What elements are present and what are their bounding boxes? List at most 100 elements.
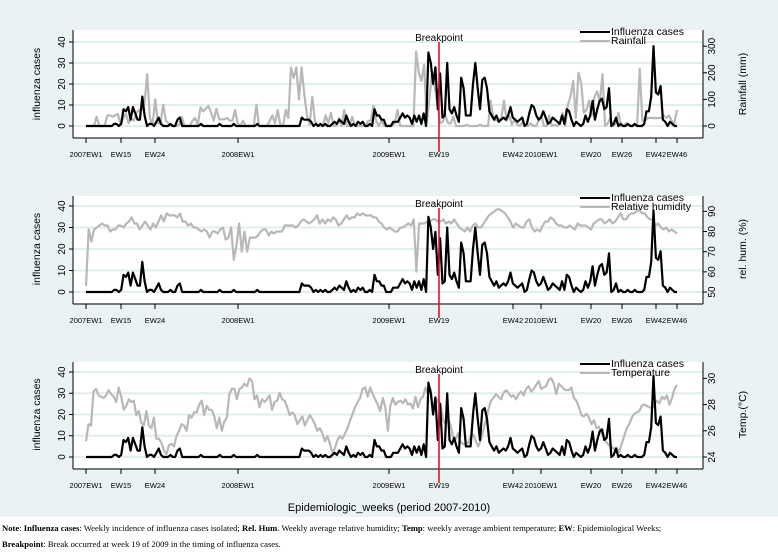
right-axis-title: Rainfall (mm) — [737, 53, 749, 115]
x-tick-label: EW42 — [503, 316, 523, 325]
left-axis-title: influenza cases — [31, 378, 43, 450]
breakpoint-label: Breakpoint — [415, 365, 463, 376]
x-tick-label: EW42 — [646, 316, 666, 325]
note-def-temp: : weekly average ambient temperature; — [422, 523, 559, 533]
legend-label-influenza: Influenza cases — [611, 358, 684, 370]
left-ytick-label: 0 — [57, 123, 68, 129]
left-axis-title: influenza cases — [31, 213, 43, 285]
left-ytick-label: 0 — [57, 454, 68, 460]
left-ytick-label: 10 — [57, 430, 68, 442]
right-ytick-label: 30 — [707, 372, 718, 384]
legend-label-influenza: Influenza cases — [611, 26, 684, 38]
left-axis-title: influenza cases — [31, 48, 43, 120]
x-tick-label: EW26 — [612, 316, 632, 325]
note-term-breakpoint: Breakpoint — [2, 539, 44, 549]
left-ytick-label: 40 — [57, 200, 68, 212]
x-tick-label: EW20 — [581, 150, 601, 159]
left-ytick-label: 30 — [57, 57, 68, 69]
right-ytick-label: 26 — [707, 425, 718, 437]
right-ytick-label: 200 — [707, 64, 718, 81]
x-tick-label: EW15 — [111, 481, 131, 490]
x-tick-label: EW46 — [667, 481, 687, 490]
right-ytick-label: 300 — [707, 37, 718, 54]
left-ytick-label: 20 — [57, 78, 68, 90]
note-term-influenza: Influenza cases — [23, 523, 80, 533]
left-ytick-label: 20 — [57, 243, 68, 255]
right-ytick-label: 70 — [707, 246, 718, 258]
legend-label-humidity: Relative humidity — [611, 201, 692, 213]
x-tick-label: EW19 — [429, 481, 449, 490]
x-tick-label: 2007EW1 — [70, 481, 103, 490]
x-tick-label: EW15 — [111, 316, 131, 325]
legend-label-temperature: Temperature — [611, 367, 670, 379]
right-ytick-label: 90 — [707, 205, 718, 217]
left-ytick-label: 10 — [57, 265, 68, 277]
chart-panel-temperature: 0 10 20 30 40 24 26 28 30 influenza cases Temp.(°C… — [31, 358, 749, 490]
x-tick-label: EW46 — [667, 150, 687, 159]
right-ytick-label: 24 — [707, 451, 718, 463]
x-tick-label: 2009EW1 — [373, 316, 406, 325]
x-tick-label: 2008EW1 — [222, 316, 255, 325]
chart-panel-humidity: 0 10 20 30 40 50 60 70 80 90 influenza cases rel. h… — [31, 192, 749, 325]
figure-note: Note: Influenza cases: Weekly incidence … — [2, 520, 776, 552]
x-tick-label: EW15 — [111, 150, 131, 159]
x-tick-label: EW24 — [145, 481, 165, 490]
note-term-relhum: Rel. Hum — [241, 523, 278, 533]
left-ytick-label: 30 — [57, 222, 68, 234]
left-ytick-label: 30 — [57, 387, 68, 399]
x-tick-label: 2008EW1 — [222, 150, 255, 159]
right-axis-title: rel. hum. (%) — [737, 219, 749, 279]
x-tick-label: EW26 — [612, 481, 632, 490]
x-tick-label: EW19 — [429, 150, 449, 159]
right-ytick-label: 80 — [707, 226, 718, 238]
x-tick-label: EW46 — [667, 316, 687, 325]
left-ytick-label: 0 — [57, 289, 68, 295]
x-tick-label: EW42 — [503, 150, 523, 159]
note-label: Note — [2, 523, 20, 533]
x-tick-label: 2010EW1 — [525, 481, 558, 490]
left-ytick-label: 20 — [57, 409, 68, 421]
right-ytick-label: 28 — [707, 399, 718, 411]
x-tick-label: 2010EW1 — [525, 316, 558, 325]
note-term-ew: EW — [558, 523, 573, 533]
x-tick-label: EW24 — [145, 316, 165, 325]
note-term-temp: Temp — [401, 523, 423, 533]
x-tick-label: EW42 — [646, 481, 666, 490]
note-def-relhum: . Weekly average relative humidity; — [277, 523, 402, 533]
x-tick-label: 2010EW1 — [525, 150, 558, 159]
series-line-influenza — [86, 209, 677, 294]
left-ytick-label: 10 — [57, 99, 68, 111]
breakpoint-label: Breakpoint — [415, 199, 463, 210]
right-ytick-label: 100 — [707, 91, 718, 108]
xaxis-title: Epidemiologic_weeks (period 2007-2010) — [287, 502, 491, 514]
x-tick-label: 2008EW1 — [222, 481, 255, 490]
x-tick-label: EW42 — [646, 150, 666, 159]
x-tick-label: EW19 — [429, 316, 449, 325]
legend-label-rainfall: Rainfall — [611, 35, 646, 47]
left-ytick-label: 40 — [57, 36, 68, 48]
left-ytick-label: 40 — [57, 366, 68, 378]
x-tick-label: EW20 — [581, 481, 601, 490]
series-line-humidity — [84, 208, 678, 287]
right-axis-title: Temp.(°C) — [737, 391, 749, 438]
x-tick-label: 2007EW1 — [70, 150, 103, 159]
series-line-influenza — [86, 45, 677, 128]
note-def-ew: : Epidemiological Weeks; — [572, 523, 662, 533]
x-tick-label: EW42 — [503, 481, 523, 490]
x-tick-label: 2009EW1 — [373, 481, 406, 490]
x-tick-label: 2007EW1 — [70, 316, 103, 325]
x-tick-label: EW26 — [612, 150, 632, 159]
legend-band — [73, 30, 703, 42]
note-def-influenza: : Weekly incidence of influenza cases is… — [79, 523, 242, 533]
right-ytick-label: 0 — [707, 123, 718, 129]
right-ytick-label: 50 — [707, 286, 718, 298]
series-line-temperature — [84, 377, 678, 456]
chart-panel-rainfall: 0 10 20 30 40 0 100 200 300 influenza cases Rainfa… — [31, 26, 749, 159]
x-tick-label: 2009EW1 — [373, 150, 406, 159]
x-tick-label: EW20 — [581, 316, 601, 325]
note-def-breakpoint: : Break occurred at week 19 of 2009 in t… — [43, 539, 281, 549]
breakpoint-label: Breakpoint — [415, 33, 463, 44]
right-ytick-label: 60 — [707, 266, 718, 278]
series-line-influenza — [86, 375, 677, 459]
